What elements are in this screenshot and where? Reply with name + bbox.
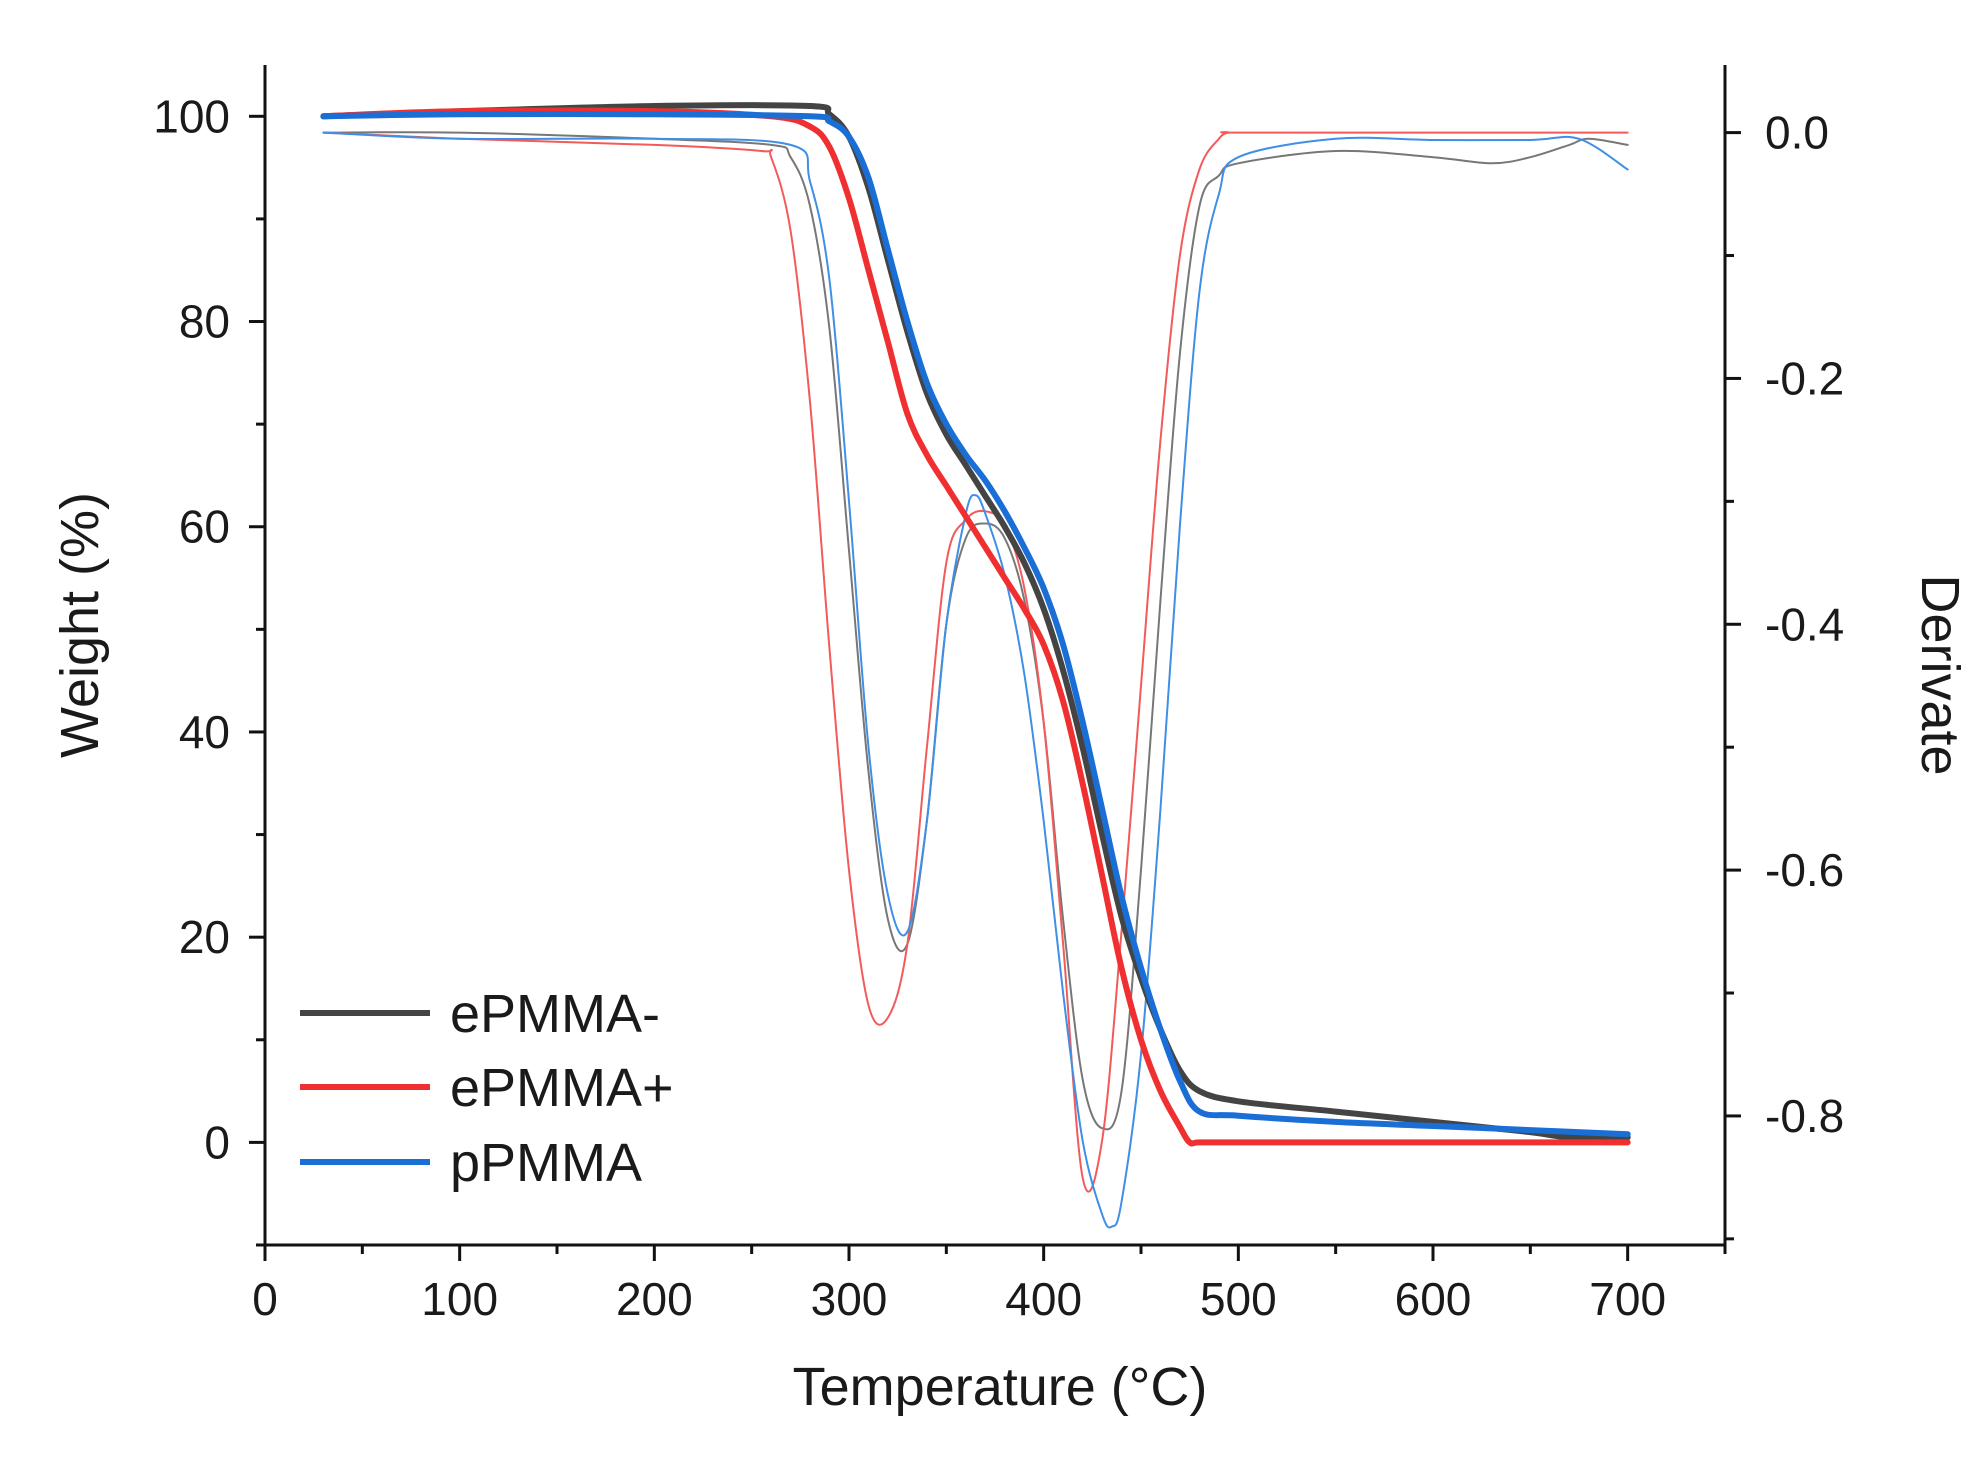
x-tick-label: 300 — [811, 1273, 888, 1325]
x-tick-label: 500 — [1200, 1273, 1277, 1325]
x-tick-label: 200 — [616, 1273, 693, 1325]
y-tick-label: 60 — [179, 501, 230, 553]
x-tick-label: 600 — [1395, 1273, 1472, 1325]
y-tick-label: 20 — [179, 911, 230, 963]
y2-tick-label: -0.4 — [1765, 598, 1844, 650]
x-tick-label: 0 — [252, 1273, 278, 1325]
series-line-ppmma-derivative — [322, 131, 1629, 1229]
y-tick-label: 0 — [204, 1116, 230, 1168]
x-tick-label: 100 — [421, 1273, 498, 1325]
y2-tick-label: 0.0 — [1765, 107, 1829, 159]
y-tick-label: 100 — [153, 90, 230, 142]
series-line-epmma — [320, 102, 1631, 1141]
x-axis-title: Temperature (°C) — [793, 1357, 1208, 1417]
y2-axis-title: Derivate — [1910, 574, 1970, 775]
legend-label-epmma-plus: ePMMA+ — [450, 1058, 674, 1118]
series-line-epmma-derivative — [322, 131, 1629, 1131]
y-axis-title: Weight (%) — [50, 492, 110, 758]
y2-tick-label: -0.2 — [1765, 352, 1844, 404]
series-line-ppmma — [320, 111, 1631, 1138]
x-tick-label: 400 — [1005, 1273, 1082, 1325]
series-line-epmma-plus — [320, 107, 1631, 1147]
y2-tick-label: -0.6 — [1765, 844, 1844, 896]
y-tick-label: 40 — [179, 706, 230, 758]
x-tick-label: 700 — [1589, 1273, 1666, 1325]
axes: 0 100 200 300 400 500 600 700 0 20 40 60 80 100 0.0 -0.… — [153, 65, 1844, 1325]
y-tick-label: 80 — [179, 296, 230, 348]
plot-lines — [320, 102, 1631, 1229]
y2-tick-label: -0.8 — [1765, 1090, 1844, 1142]
legend: ePMMA- ePMMA+ pPMMA — [300, 984, 674, 1193]
legend-label-ppmma: pPMMA — [450, 1133, 642, 1193]
legend-label-epmma-minus: ePMMA- — [450, 984, 660, 1044]
